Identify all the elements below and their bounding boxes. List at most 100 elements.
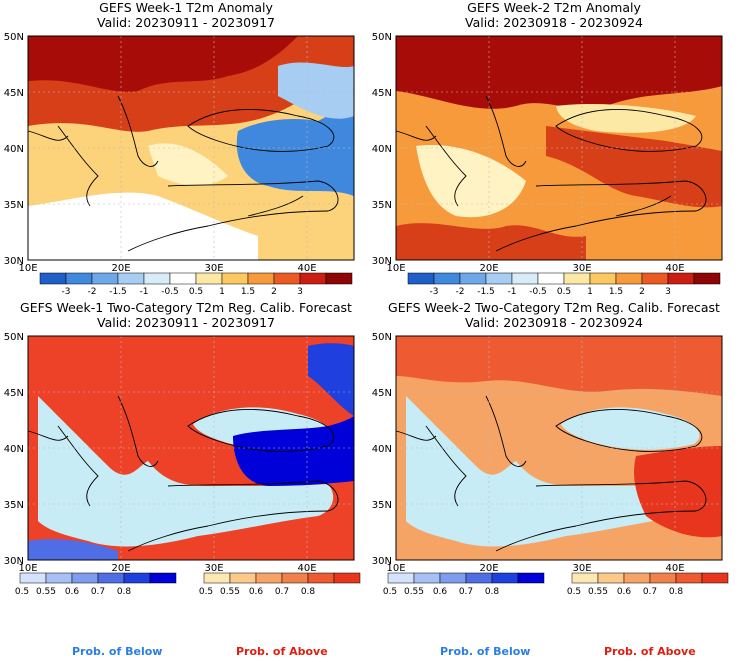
panel-valid-dates: Valid: 20230911 - 20230917: [96, 315, 275, 330]
colorbar-label: 0.55: [588, 587, 608, 597]
grid-lines: [396, 36, 722, 260]
colorbar-label: 0.6: [617, 587, 632, 597]
colorbar-swatch: [97, 572, 125, 584]
lon-tick-label: 30E: [572, 263, 591, 274]
lon-tick-label: 10E: [386, 263, 405, 274]
black-sea: [561, 407, 700, 450]
map-frame: [395, 35, 723, 261]
colorbar-swatch: [667, 272, 695, 285]
colorbar-swatch: [537, 272, 565, 285]
lat-axis-labels: 50N 45N 40N 35N 30N: [372, 332, 392, 567]
colorbar-label: 0.55: [220, 587, 240, 597]
lon-tick-label: 40E: [665, 263, 684, 274]
probability-map-week2: 50N 45N 40N 35N 30N 10E 20E 30E 40E 0.5 0…: [372, 332, 729, 597]
grid-lines: [28, 36, 354, 260]
colorbar-swatch: [325, 272, 353, 285]
colorbar-swatch: [511, 272, 539, 285]
lat-axis-labels: 50N 45N 40N 35N 30N: [4, 32, 24, 267]
probability-map-week1: 50N 45N 40N 35N 30N 10E 20E 30E 40E 0.5 0…: [4, 332, 361, 597]
lat-tick-label: 50N: [4, 32, 24, 43]
prob-above-footer-label-left: Prob. of Above: [236, 645, 328, 658]
colorbar-label: 0.8: [117, 587, 132, 597]
colorbar-label: 0.6: [433, 587, 448, 597]
prob-below-northeast: [308, 343, 354, 416]
colorbar-label: 1: [219, 287, 225, 297]
map-frame: [27, 35, 355, 261]
panel-title: GEFS Week-1 T2m Anomaly: [99, 0, 273, 15]
strong-warm-anomaly: [28, 36, 298, 92]
colorbar-swatch: [439, 572, 467, 584]
map-frame: [395, 335, 723, 561]
colorbar-swatch: [387, 572, 415, 584]
colorbar-swatch: [307, 572, 335, 584]
colorbar-label: 0.55: [36, 587, 56, 597]
lon-tick-label: 20E: [479, 263, 498, 274]
lat-tick-label: 35N: [4, 200, 24, 211]
panel-title: GEFS Week-2 T2m Anomaly: [467, 0, 641, 15]
colorbar-swatch: [491, 572, 519, 584]
colorbar-swatch: [45, 572, 73, 584]
colorbar-label: 1.5: [241, 287, 255, 297]
colorbar-swatch: [333, 572, 361, 584]
colorbar-label: 1: [587, 287, 593, 297]
colorbar-label: -1.5: [477, 287, 495, 297]
colorbar-swatch: [169, 272, 197, 285]
colorbar-swatch: [649, 572, 677, 584]
neutral-anomaly-sea: [416, 145, 526, 218]
prob-above-footer-label-right: Prob. of Above: [604, 645, 696, 658]
panel-week2-anomaly: GEFS Week-2 T2m Anomaly Valid: 20230918 …: [368, 0, 740, 300]
panel-title: GEFS Week-1 Two-Category T2m Reg. Calib.…: [20, 300, 352, 315]
colorbar-swatch: [413, 572, 441, 584]
lon-axis-labels: 10E 20E 30E 40E: [386, 263, 684, 274]
map-frame: [27, 335, 355, 561]
prob-below-southwest: [28, 539, 118, 560]
panel-title: GEFS Week-2 Two-Category T2m Reg. Calib.…: [388, 300, 720, 315]
lon-axis-labels: 10E 20E 30E 40E: [386, 563, 684, 574]
lat-tick-label: 35N: [372, 500, 392, 511]
colorbar-swatch: [221, 272, 249, 285]
lat-axis-labels: 50N 45N 40N 35N 30N: [372, 32, 392, 267]
coastlines: [395, 95, 707, 252]
panel-week1-anomaly: GEFS Week-1 T2m Anomaly Valid: 20230911 …: [0, 0, 372, 300]
colorbar-swatch: [149, 572, 177, 584]
cool-anomaly-east: [236, 96, 354, 196]
colorbar-swatch: [247, 272, 275, 285]
lat-tick-label: 50N: [4, 332, 24, 343]
colorbar-swatch: [273, 272, 301, 285]
colorbar-label: 2: [639, 287, 645, 297]
colorbar-swatch: [255, 572, 283, 584]
colorbar-swatch: [71, 572, 99, 584]
lat-tick-label: 35N: [4, 500, 24, 511]
lon-tick-label: 40E: [297, 563, 316, 574]
colorbar-swatch: [229, 572, 257, 584]
neutral-anomaly-south: [28, 192, 258, 260]
colorbar-swatch: [693, 272, 721, 285]
lat-tick-label: 35N: [372, 200, 392, 211]
map-area: 50N 45N 40N 35N 30N 10E 20E 30E 40E: [4, 332, 355, 574]
colorbar-label: 3: [665, 287, 671, 297]
prob-above-east: [634, 446, 722, 538]
colorbar-swatch: [675, 572, 703, 584]
colorbar-label: 2: [271, 287, 277, 297]
colorbar-swatch: [615, 272, 643, 285]
colorbar-swatch: [485, 272, 513, 285]
colorbar-swatch: [407, 272, 435, 285]
lat-tick-label: 30N: [372, 256, 392, 267]
colorbar-label: 0.5: [557, 287, 571, 297]
colorbar-label: -1: [140, 287, 149, 297]
panel-valid-dates: Valid: 20230911 - 20230917: [96, 15, 275, 30]
colorbar-label: 0.8: [301, 587, 316, 597]
colorbar-label: 0.7: [459, 587, 473, 597]
colorbar-swatch: [19, 572, 47, 584]
coastlines: [27, 395, 339, 552]
lon-tick-label: 20E: [111, 563, 130, 574]
colorbar-label: 0.7: [275, 587, 289, 597]
colorbar-label: -0.5: [529, 287, 547, 297]
lon-tick-label: 30E: [204, 563, 223, 574]
panel-week2-probability: GEFS Week-2 Two-Category T2m Reg. Calib.…: [368, 300, 740, 600]
colorbar-swatch: [299, 272, 327, 285]
lat-axis-labels: 50N 45N 40N 35N 30N: [4, 332, 24, 567]
lat-tick-label: 40N: [372, 444, 392, 455]
light-warm-anomaly: [556, 104, 696, 133]
anomaly-colorbar: -3 -2 -1.5 -1 -0.5 0.5 1 1.5 2 3: [407, 272, 721, 297]
